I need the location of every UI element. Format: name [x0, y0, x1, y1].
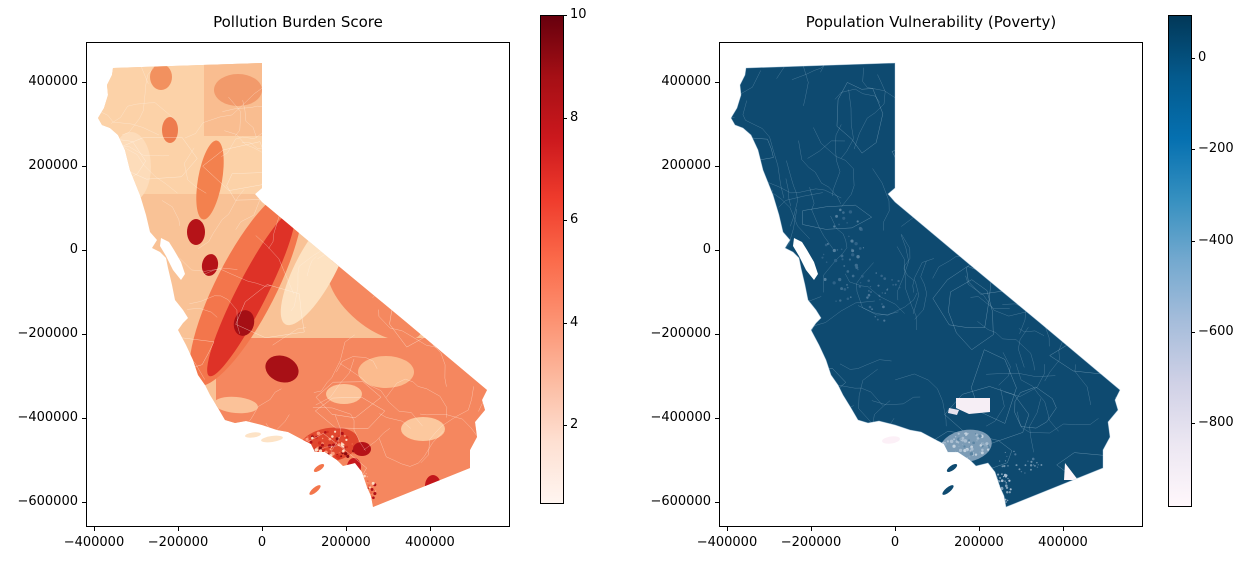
- y-tick-label: 400000: [28, 73, 78, 89]
- colorbar-tick-label: −400: [1198, 232, 1234, 248]
- x-tick-mark: [726, 527, 728, 531]
- x-tick-mark: [93, 527, 95, 531]
- y-tick-label: −600000: [17, 494, 78, 509]
- y-tick-mark: [715, 165, 719, 167]
- x-tick-label: 200000: [954, 535, 1004, 550]
- y-tick-mark: [715, 418, 719, 419]
- colorbar-tick-mark: [1191, 422, 1195, 424]
- colorbar-tick-mark: [1191, 149, 1195, 151]
- colorbar-reds: [540, 15, 564, 504]
- x-tick-mark: [810, 527, 812, 531]
- y-tick-label: 400000: [661, 73, 711, 89]
- colorbar-tick-mark: [563, 220, 567, 222]
- california-choropleth-1: [730, 62, 1121, 508]
- x-tick-mark: [978, 527, 980, 531]
- y-tick-label: −200000: [17, 325, 78, 341]
- y-tick-label: −400000: [17, 410, 78, 425]
- colorbar-tick-mark: [563, 117, 567, 119]
- colorbar-tick-label: 4: [570, 314, 579, 330]
- y-tick-label: 200000: [28, 157, 78, 173]
- colorbar-tick-mark: [563, 322, 567, 324]
- y-tick-mark: [82, 81, 86, 83]
- x-tick-mark: [177, 527, 179, 531]
- left-panel-title: Pollution Burden Score: [213, 13, 383, 31]
- x-tick-label: 400000: [1038, 535, 1088, 550]
- colorbar-pubu: [1168, 15, 1192, 507]
- california-choropleth-0: [98, 63, 487, 507]
- x-tick-label: −200000: [147, 535, 209, 550]
- y-tick-mark: [715, 81, 719, 83]
- y-tick-mark: [715, 249, 719, 251]
- colorbar-tick-label: 10: [570, 7, 587, 22]
- colorbar-tick-label: −800: [1198, 414, 1234, 430]
- y-tick-mark: [82, 165, 86, 167]
- y-tick-mark: [82, 502, 86, 503]
- colorbar-tick-label: 8: [570, 109, 579, 125]
- y-tick-label: 200000: [661, 157, 711, 173]
- colorbar-tick-mark: [1191, 331, 1195, 333]
- y-tick-label: −200000: [650, 325, 711, 341]
- y-tick-mark: [82, 418, 86, 419]
- sf-bay-water: [160, 238, 185, 280]
- x-tick-label: 200000: [321, 535, 371, 550]
- colorbar-tick-label: 2: [570, 417, 579, 433]
- colorbar-tick-mark: [563, 425, 567, 427]
- state-outline: [730, 62, 1121, 508]
- colorbar-tick-mark: [1191, 240, 1195, 242]
- right-panel-title: Population Vulnerability (Poverty): [805, 13, 1057, 31]
- colorbar-tick-label: 6: [570, 212, 579, 228]
- x-tick-mark: [1062, 527, 1064, 531]
- y-tick-label: −400000: [650, 410, 711, 425]
- x-tick-label: 0: [890, 535, 900, 550]
- y-tick-mark: [82, 333, 86, 335]
- y-tick-label: 0: [702, 241, 711, 257]
- x-tick-mark: [345, 527, 347, 531]
- x-tick-mark: [894, 527, 896, 531]
- colorbar-tick-mark: [563, 15, 567, 16]
- x-tick-mark: [429, 527, 431, 531]
- y-tick-mark: [715, 333, 719, 335]
- colorbar-tick-mark: [1191, 58, 1195, 60]
- x-tick-label: 0: [257, 535, 267, 550]
- colorbar-tick-label: −200: [1198, 141, 1234, 157]
- y-tick-label: 0: [69, 241, 78, 257]
- x-tick-label: −200000: [780, 535, 842, 550]
- y-tick-mark: [82, 249, 86, 251]
- x-tick-mark: [261, 527, 263, 531]
- x-tick-label: −400000: [696, 535, 758, 550]
- colorbar-tick-label: −600: [1198, 323, 1234, 339]
- sf-bay-water: [793, 238, 818, 280]
- colorbar-tick-label: 0: [1198, 50, 1207, 66]
- y-tick-mark: [715, 502, 719, 503]
- y-tick-label: −600000: [650, 494, 711, 509]
- x-tick-label: 400000: [405, 535, 455, 550]
- x-tick-label: −400000: [63, 535, 125, 550]
